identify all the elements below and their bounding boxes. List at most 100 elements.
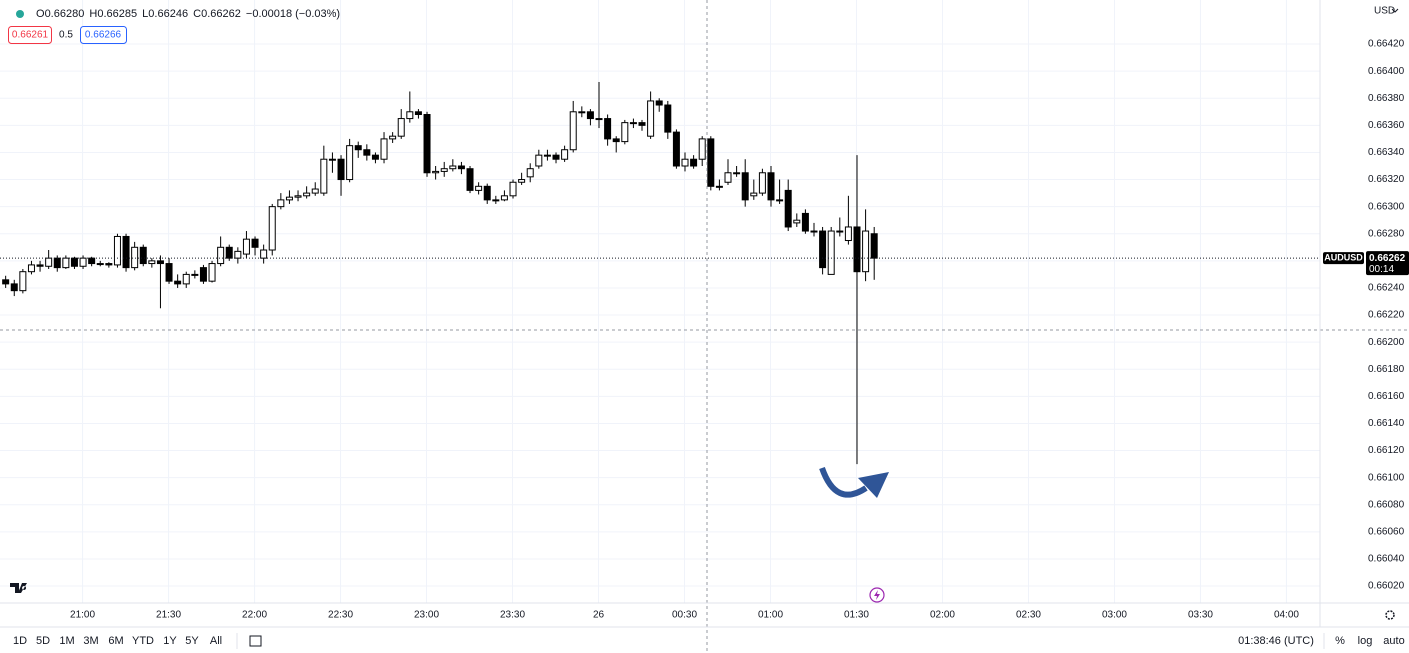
candle-body — [432, 170, 440, 174]
date-range-icon[interactable] — [249, 635, 262, 647]
candle-body — [148, 260, 156, 265]
candle-body — [612, 138, 620, 143]
range-button[interactable]: 3M — [83, 635, 98, 647]
symbol-label-bg — [1323, 252, 1364, 265]
candle-body — [156, 260, 164, 265]
spread: 0.5 — [59, 30, 73, 41]
buy-price[interactable]: 0.66266 — [85, 30, 122, 41]
range-button[interactable]: 1Y — [163, 635, 177, 647]
candle-body — [758, 172, 766, 194]
currency-selector[interactable]: USD — [1374, 6, 1395, 17]
x-tick-label: 02:00 — [930, 610, 955, 621]
candle-body — [449, 165, 457, 170]
range-button[interactable]: 1M — [59, 635, 74, 647]
y-tick-label: 0.66360 — [1368, 120, 1405, 131]
y-tick-label: 0.66420 — [1368, 39, 1405, 50]
candle-body — [354, 145, 362, 151]
candle-body — [543, 154, 551, 157]
x-tick-label: 23:00 — [414, 610, 439, 621]
low-label: L — [142, 8, 148, 20]
x-tick-label: 03:00 — [1102, 610, 1127, 621]
candle-body — [277, 199, 285, 208]
candle-body — [604, 118, 612, 140]
x-tick-label: 21:00 — [70, 610, 95, 621]
candle-body — [191, 273, 199, 276]
candle-body — [595, 118, 603, 121]
candle-body — [380, 138, 388, 160]
candle-body — [225, 246, 233, 259]
candle-body — [655, 100, 663, 106]
range-button[interactable]: 5Y — [185, 635, 199, 647]
candle-body — [715, 185, 723, 188]
x-tick-label: 01:30 — [844, 610, 869, 621]
range-button[interactable]: 5D — [36, 635, 50, 647]
candle-body — [337, 158, 345, 181]
scale-option[interactable]: % — [1335, 635, 1345, 647]
candle-body — [234, 250, 242, 259]
scale-option[interactable]: log — [1358, 635, 1373, 647]
close-label: C — [193, 8, 201, 20]
x-tick-label: 03:30 — [1188, 610, 1213, 621]
candle-body — [79, 257, 87, 267]
y-tick-label: 0.66180 — [1368, 364, 1405, 375]
candle-body — [810, 230, 818, 233]
scale-option[interactable]: auto — [1383, 635, 1404, 647]
candle-body — [681, 158, 689, 167]
x-tick-label: 22:00 — [242, 610, 267, 621]
candle-body — [414, 111, 422, 116]
currency-caret[interactable] — [1391, 8, 1399, 13]
candle-body — [492, 199, 500, 202]
candle-body — [457, 165, 465, 170]
y-tick-label: 0.66340 — [1368, 147, 1405, 158]
range-button[interactable]: 6M — [108, 635, 123, 647]
range-button[interactable]: 1D — [13, 635, 27, 647]
range-button[interactable]: YTD — [132, 635, 154, 647]
candle-body — [819, 230, 827, 269]
x-tick-label: 02:30 — [1016, 610, 1041, 621]
y-tick-label: 0.66380 — [1368, 93, 1405, 104]
x-tick-label: 04:00 — [1274, 610, 1299, 621]
candle-body — [741, 172, 749, 201]
candle-body — [500, 195, 508, 201]
settings-icon[interactable] — [1385, 610, 1395, 620]
candle-body — [475, 185, 483, 191]
y-tick-label: 0.66100 — [1368, 472, 1405, 483]
candle-body — [294, 195, 302, 198]
sell-price[interactable]: 0.66261 — [12, 30, 49, 41]
x-tick-label: 23:30 — [500, 610, 525, 621]
candle-body — [483, 185, 491, 201]
candle-body — [870, 233, 878, 259]
buy-box[interactable] — [80, 26, 127, 44]
symbol-label: AUDUSD — [1324, 253, 1363, 263]
y-tick-label: 0.66240 — [1368, 283, 1405, 294]
candle-body — [320, 158, 328, 194]
open-value: 0.66280 — [45, 8, 85, 20]
event-bolt — [874, 590, 880, 600]
ohlc-legend: O0.66280 H0.66285 L0.66246 C0.66262 −0.0… — [36, 8, 340, 20]
sell-box[interactable] — [8, 26, 52, 44]
candle-body — [724, 172, 732, 183]
range-button[interactable]: All — [210, 635, 222, 647]
candle-body — [174, 280, 182, 285]
candle-body — [629, 122, 637, 125]
candle-body — [664, 104, 672, 133]
candle-body — [690, 158, 698, 167]
candle-body — [199, 267, 207, 282]
candle-body — [621, 122, 629, 143]
candle-body — [552, 154, 560, 160]
y-tick-label: 0.66040 — [1368, 554, 1405, 565]
candle-body — [303, 192, 311, 197]
candle-body — [767, 172, 775, 201]
candle-body — [260, 249, 268, 259]
countdown-label: 00:14 — [1369, 264, 1394, 275]
candle-body — [750, 192, 758, 197]
candle-body — [466, 168, 474, 191]
annotation-arrowhead — [858, 472, 889, 498]
y-tick-label: 0.66140 — [1368, 418, 1405, 429]
candle-body — [672, 131, 680, 167]
open-label: O — [36, 8, 45, 20]
y-tick-label: 0.66120 — [1368, 445, 1405, 456]
candle-body — [53, 257, 61, 269]
change-value: −0.00018 (−0.03%) — [246, 8, 340, 20]
